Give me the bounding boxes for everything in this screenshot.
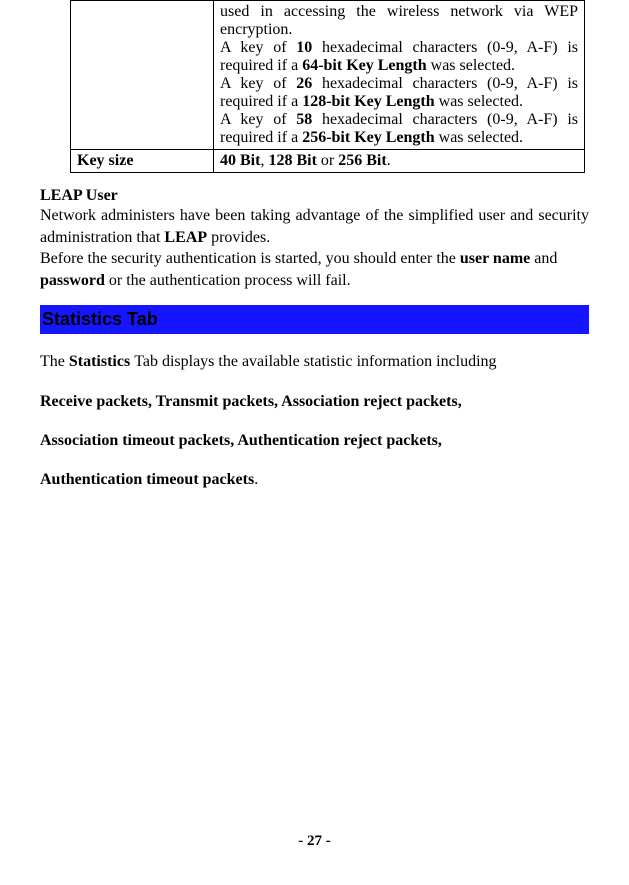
key26-prefix: A key of [220, 75, 296, 92]
key26-length: 128-bit Key Length [302, 93, 434, 110]
key10-length: 64-bit Key Length [302, 57, 426, 74]
statistics-tab-header: Statistics Tab [40, 305, 589, 334]
keysize-value-cell: 40 Bit, 128 Bit or 256 Bit. [214, 150, 585, 173]
key58-length: 256-bit Key Length [302, 129, 434, 146]
table-row: Key size 40 Bit, 128 Bit or 256 Bit. [71, 150, 585, 173]
leap-p2-e: or the authentication process will fail. [105, 272, 351, 289]
leap-password: password [40, 272, 105, 289]
stats-line-3: Association timeout packets, Authenticat… [40, 429, 589, 452]
leap-username: user name [460, 250, 530, 267]
stats-line-1: The Statistics Tab displays the availabl… [40, 350, 589, 373]
table-row: used in accessing the wireless network v… [71, 1, 585, 150]
leap-paragraph-1: Network administers have been taking adv… [40, 205, 589, 248]
key-desc-cell: used in accessing the wireless network v… [214, 1, 585, 150]
keysize-period: . [387, 152, 391, 169]
keysize-128: 128 Bit [268, 152, 316, 169]
stats-line-4: Authentication timeout packets. [40, 468, 589, 491]
key26-suffix: was selected. [435, 93, 523, 110]
stats-p4-a: Authentication timeout packets [40, 471, 254, 488]
key26-number: 26 [296, 75, 312, 92]
keysize-40: 40 Bit [220, 152, 260, 169]
leap-p1-c: provides. [207, 229, 270, 246]
key-spec-table: used in accessing the wireless network v… [70, 0, 585, 173]
stats-p1-a: The [40, 353, 69, 370]
leap-p2-a: Before the security authentication is st… [40, 250, 460, 267]
stats-p1-c: Tab displays the available statistic inf… [134, 353, 496, 370]
leap-p1-a: Network administers have been taking adv… [40, 207, 589, 246]
wep-intro-text: used in accessing the wireless network v… [220, 3, 578, 38]
leap-p2-c: and [530, 250, 557, 267]
stats-p4-b: . [254, 471, 258, 488]
key58-number: 58 [296, 111, 312, 128]
keysize-sep2: or [317, 152, 338, 169]
key58-suffix: was selected. [435, 129, 523, 146]
keysize-label: Key size [71, 150, 214, 173]
key10-prefix: A key of [220, 39, 296, 56]
key10-suffix: was selected. [427, 57, 515, 74]
page-number: - 27 - [0, 833, 629, 850]
keysize-256: 256 Bit [338, 152, 386, 169]
leap-user-heading: LEAP User [40, 187, 589, 205]
leap-acronym: LEAP [164, 229, 207, 246]
key-cell-empty [71, 1, 214, 150]
leap-paragraph-2: Before the security authentication is st… [40, 248, 589, 291]
key10-number: 10 [296, 39, 312, 56]
statistics-description: The Statistics Tab displays the availabl… [40, 350, 589, 491]
key58-prefix: A key of [220, 111, 296, 128]
stats-tab-name: Statistics [69, 353, 134, 370]
stats-line-2: Receive packets, Transmit packets, Assoc… [40, 390, 589, 413]
